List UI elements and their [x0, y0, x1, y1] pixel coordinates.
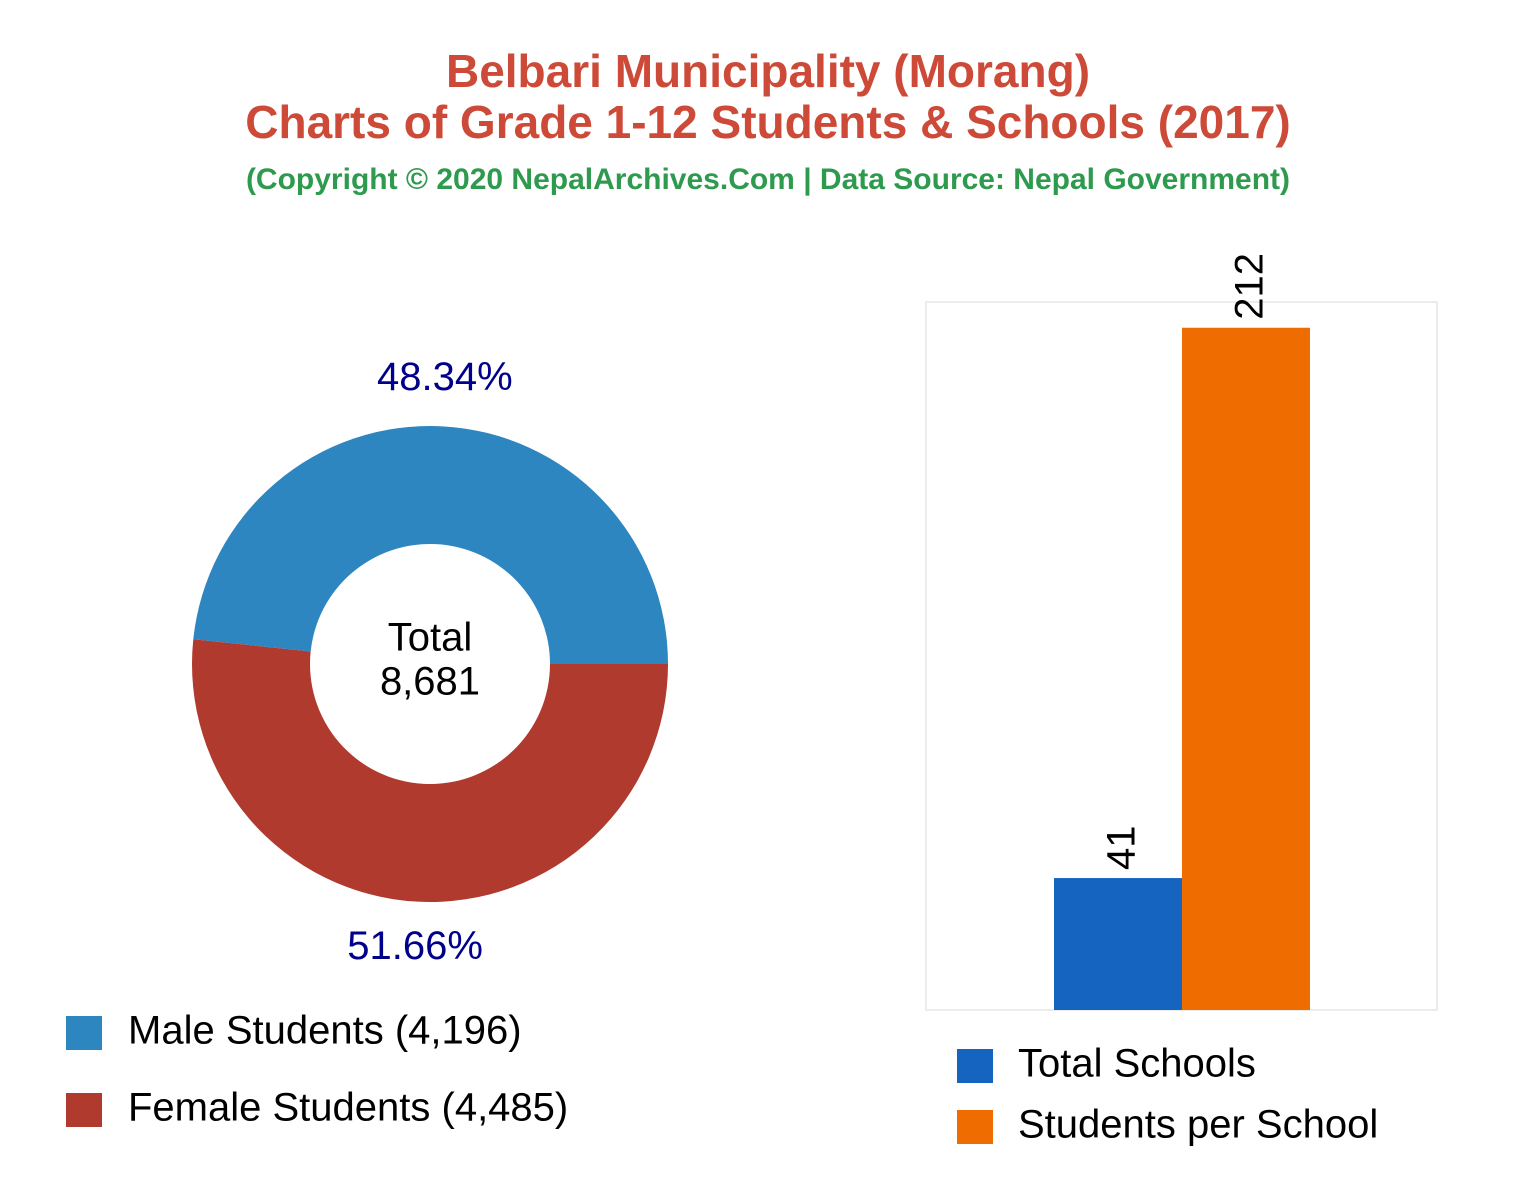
legend-label: Male Students (4,196): [128, 1009, 522, 1053]
legend-swatch: [957, 1110, 993, 1144]
bar: [1182, 327, 1310, 1010]
legend-swatch: [66, 1016, 102, 1050]
value-label: 51.66%: [347, 924, 483, 968]
legend-label: Students per School: [1018, 1103, 1378, 1147]
value-label: 48.34%: [377, 355, 513, 399]
center-label: 8,681: [380, 660, 480, 704]
value-label: 41: [1100, 826, 1144, 871]
center-label: Total: [388, 616, 473, 660]
source: (Copyright © 2020 NepalArchives.Com | Da…: [246, 163, 1290, 196]
legend-swatch: [66, 1093, 102, 1127]
title: Belbari Municipality (Morang): [446, 45, 1090, 97]
legend-label: Total Schools: [1018, 1042, 1256, 1086]
legend-label: Female Students (4,485): [128, 1086, 568, 1130]
donut-slice: [193, 425, 668, 664]
donut-slice: [192, 639, 668, 902]
bar: [1054, 878, 1182, 1010]
value-label: 212: [1228, 253, 1272, 320]
legend-swatch: [957, 1049, 993, 1083]
subtitle: Charts of Grade 1-12 Students & Schools …: [245, 96, 1291, 148]
